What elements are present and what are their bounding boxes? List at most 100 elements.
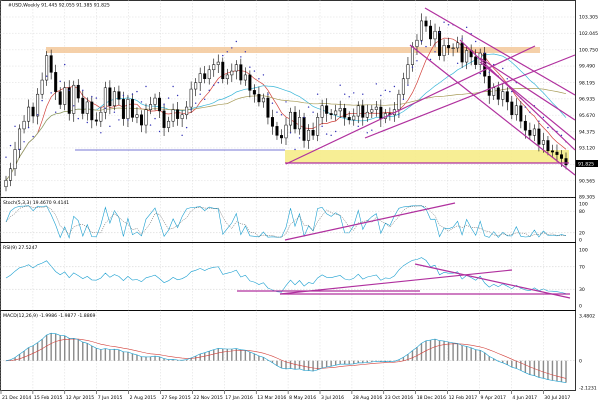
candle-body[interactable] — [243, 74, 247, 81]
candle-body[interactable] — [361, 105, 365, 118]
candle-body[interactable] — [9, 168, 13, 181]
candle-body[interactable] — [537, 128, 541, 145]
candle-body[interactable] — [433, 30, 437, 40]
candle-body[interactable] — [347, 117, 351, 121]
candle-body[interactable] — [117, 91, 121, 100]
candle-body[interactable] — [149, 104, 153, 110]
candle-body[interactable] — [329, 113, 333, 116]
candle-body[interactable] — [248, 74, 252, 91]
candle-body[interactable] — [99, 111, 103, 122]
candle-body[interactable] — [492, 87, 496, 96]
candle-body[interactable] — [185, 106, 189, 116]
candle-body[interactable] — [207, 69, 211, 80]
candle-body[interactable] — [519, 105, 523, 122]
candle-body[interactable] — [198, 73, 202, 83]
candle-body[interactable] — [112, 91, 116, 107]
candle-body[interactable] — [541, 140, 545, 145]
candle-body[interactable] — [564, 158, 568, 166]
candle-body[interactable] — [460, 42, 464, 63]
candle-body[interactable] — [76, 84, 80, 99]
candle-body[interactable] — [514, 105, 518, 116]
candle-body[interactable] — [144, 109, 148, 126]
candle-body[interactable] — [167, 120, 171, 128]
candle-body[interactable] — [456, 42, 460, 49]
candle-body[interactable] — [496, 87, 500, 100]
candle-body[interactable] — [230, 70, 234, 76]
candle-body[interactable] — [49, 55, 53, 73]
candle-body[interactable] — [501, 91, 505, 100]
candle-body[interactable] — [239, 64, 243, 81]
candle-body[interactable] — [180, 114, 184, 119]
candle-body[interactable] — [401, 78, 405, 95]
candle-body[interactable] — [266, 97, 270, 118]
candle-body[interactable] — [316, 117, 320, 136]
candle-body[interactable] — [302, 117, 306, 141]
candle-body[interactable] — [171, 109, 175, 122]
candle-body[interactable] — [289, 111, 293, 126]
candle-body[interactable] — [121, 99, 125, 119]
candle-body[interactable] — [22, 120, 26, 130]
candle-body[interactable] — [325, 105, 329, 114]
candle-body[interactable] — [550, 150, 554, 153]
candle-body[interactable] — [410, 46, 414, 65]
candle-body[interactable] — [379, 106, 383, 119]
candle-body[interactable] — [298, 117, 302, 130]
candle-body[interactable] — [221, 61, 225, 80]
candle-body[interactable] — [343, 108, 347, 118]
candle-body[interactable] — [54, 72, 58, 92]
candle-body[interactable] — [532, 128, 536, 136]
candle-body[interactable] — [4, 180, 8, 188]
candle-body[interactable] — [334, 110, 338, 116]
candle-body[interactable] — [447, 45, 451, 49]
candle-body[interactable] — [45, 55, 49, 81]
candle-body[interactable] — [203, 73, 207, 80]
candle-body[interactable] — [94, 119, 98, 122]
candle-body[interactable] — [528, 129, 532, 136]
candle-body[interactable] — [189, 88, 193, 108]
candle-body[interactable] — [559, 154, 563, 159]
candle-body[interactable] — [338, 108, 342, 112]
candle-body[interactable] — [225, 74, 229, 80]
candle-body[interactable] — [252, 90, 256, 95]
candle-body[interactable] — [158, 97, 162, 112]
candle-body[interactable] — [27, 106, 31, 122]
candle-body[interactable] — [212, 64, 216, 71]
candle-body[interactable] — [365, 111, 369, 118]
candle-body[interactable] — [63, 87, 67, 105]
candle-body[interactable] — [429, 25, 433, 40]
candle-body[interactable] — [415, 39, 419, 47]
candle-body[interactable] — [72, 84, 76, 114]
candle-body[interactable] — [234, 64, 238, 72]
candle-body[interactable] — [194, 82, 198, 90]
candle-body[interactable] — [279, 135, 283, 139]
candle-body[interactable] — [257, 93, 261, 103]
candle-body[interactable] — [320, 105, 324, 118]
candle-body[interactable] — [284, 124, 288, 139]
candle-body[interactable] — [465, 50, 469, 63]
candle-body[interactable] — [58, 91, 62, 105]
candle-body[interactable] — [370, 109, 374, 113]
candle-body[interactable] — [31, 106, 35, 117]
candle-body[interactable] — [162, 110, 166, 128]
candle-body[interactable] — [36, 93, 40, 117]
candle-body[interactable] — [261, 97, 265, 103]
candle-body[interactable] — [81, 97, 85, 114]
candle-body[interactable] — [176, 109, 180, 119]
candle-body[interactable] — [18, 128, 22, 150]
candle-body[interactable] — [153, 97, 157, 105]
candle-body[interactable] — [135, 114, 139, 118]
candle-body[interactable] — [90, 101, 94, 121]
candle-body[interactable] — [216, 61, 220, 65]
candle-body[interactable] — [311, 129, 315, 136]
candle-body[interactable] — [406, 64, 410, 80]
candle-body[interactable] — [523, 120, 527, 131]
candle-body[interactable] — [505, 91, 509, 103]
candle-body[interactable] — [85, 101, 89, 114]
candle-body[interactable] — [451, 47, 455, 49]
candle-body[interactable] — [67, 87, 71, 114]
candle-body[interactable] — [487, 75, 491, 96]
candle-body[interactable] — [374, 106, 378, 110]
candle-body[interactable] — [13, 149, 17, 170]
candle-body[interactable] — [474, 56, 478, 65]
